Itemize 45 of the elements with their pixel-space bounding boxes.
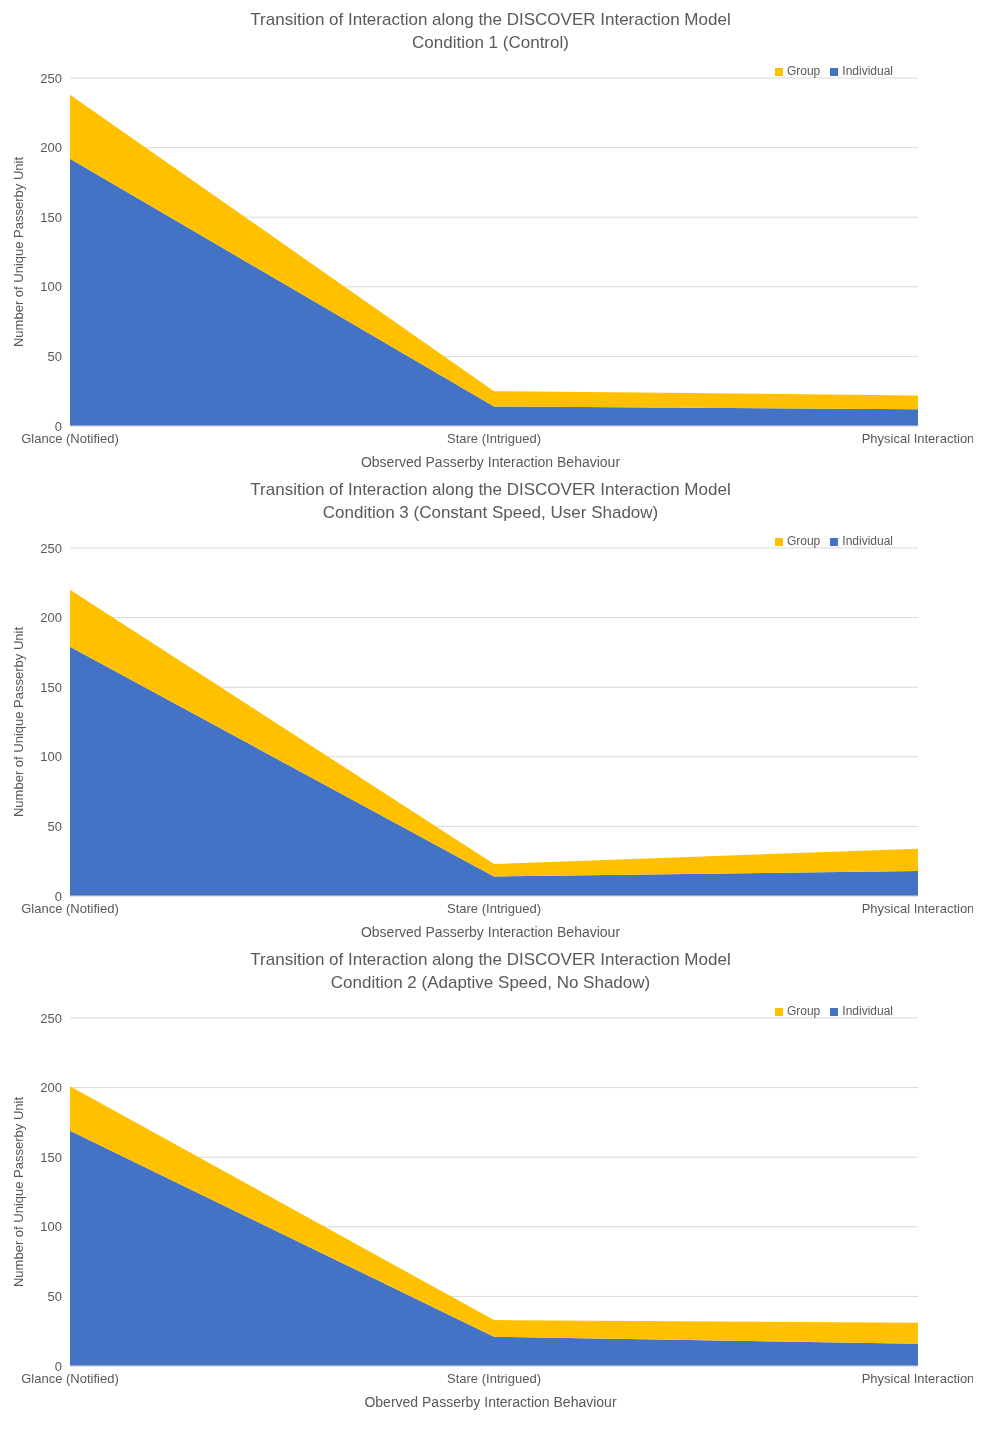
y-tick-label: 150 xyxy=(40,679,62,695)
x-tick-label: Glance (Notified) xyxy=(21,431,119,447)
y-axis-title: Number of Unique Passerby Unit xyxy=(10,626,26,818)
y-tick-label: 150 xyxy=(40,209,62,225)
y-tick-label: 100 xyxy=(40,749,62,765)
x-axis-title: Observed Passerby Interaction Behaviour xyxy=(359,453,622,472)
legend-label: Individual xyxy=(842,64,893,78)
chart-subtitle: Condition 3 (Constant Speed, User Shadow) xyxy=(321,502,660,524)
chart-subtitle: Condition 1 (Control) xyxy=(411,32,570,54)
legend-label: Group xyxy=(786,534,821,548)
y-axis-title: Number of Unique Passerby Unit xyxy=(10,1096,26,1288)
y-tick-label: 250 xyxy=(40,540,62,556)
y-tick-label: 200 xyxy=(40,610,62,626)
y-tick-label: 0 xyxy=(54,1358,62,1374)
chart-title: Transition of Interaction along the DISCOVER Interaction Model xyxy=(249,479,732,501)
y-tick-label: 250 xyxy=(40,1010,62,1026)
x-tick-label: Stare (Intrigued) xyxy=(447,1371,541,1387)
x-tick-label: Glance (Notified) xyxy=(21,1371,119,1387)
y-axis-title: Number of Unique Passerby Unit xyxy=(10,156,26,348)
y-tick-label: 150 xyxy=(40,1149,62,1165)
x-axis-title: Observed Passerby Interaction Behaviour xyxy=(359,923,622,942)
legend-label: Individual xyxy=(842,534,893,548)
x-tick-label: Physical Interaction xyxy=(861,1371,975,1387)
x-tick-label: Stare (Intrigued) xyxy=(447,431,541,447)
x-tick-label: Physical Interaction xyxy=(861,431,975,447)
y-tick-label: 50 xyxy=(47,349,62,365)
y-tick-label: 0 xyxy=(54,418,62,434)
chart-title: Transition of Interaction along the DISCOVER Interaction Model xyxy=(249,9,732,31)
legend-label: Group xyxy=(786,64,821,78)
y-tick-label: 100 xyxy=(40,1219,62,1235)
y-tick-label: 200 xyxy=(40,1080,62,1096)
legend-label: Group xyxy=(786,1004,821,1018)
y-tick-label: 250 xyxy=(40,70,62,86)
y-tick-label: 50 xyxy=(47,1289,62,1305)
legend-label: Individual xyxy=(842,1004,893,1018)
chart-subtitle: Condition 2 (Adaptive Speed, No Shadow) xyxy=(329,972,652,994)
chart-title: Transition of Interaction along the DISCOVER Interaction Model xyxy=(249,949,732,971)
x-axis-title: Oberved Passerby Interaction Behaviour xyxy=(363,1393,618,1412)
y-tick-label: 100 xyxy=(40,279,62,295)
y-tick-label: 50 xyxy=(47,819,62,835)
y-tick-label: 0 xyxy=(54,888,62,904)
y-tick-label: 200 xyxy=(40,140,62,156)
x-tick-label: Stare (Intrigued) xyxy=(447,901,541,917)
x-tick-label: Physical Interaction xyxy=(861,901,975,917)
x-tick-label: Glance (Notified) xyxy=(21,901,119,917)
